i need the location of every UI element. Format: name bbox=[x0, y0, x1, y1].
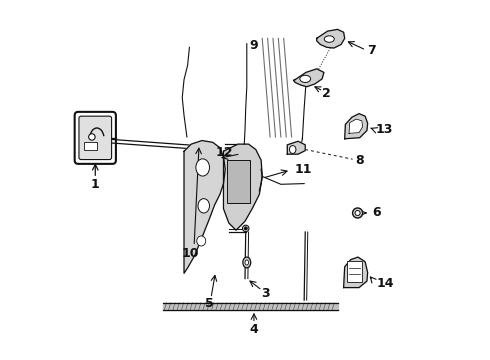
Ellipse shape bbox=[197, 236, 206, 246]
Ellipse shape bbox=[196, 159, 210, 176]
Text: 7: 7 bbox=[367, 44, 376, 57]
Text: 1: 1 bbox=[91, 178, 99, 191]
Polygon shape bbox=[287, 141, 305, 154]
Text: 6: 6 bbox=[372, 207, 381, 220]
Text: 3: 3 bbox=[262, 287, 270, 300]
Ellipse shape bbox=[353, 208, 363, 218]
Bar bbox=[227, 160, 250, 203]
Text: 4: 4 bbox=[249, 323, 258, 336]
Polygon shape bbox=[349, 119, 363, 134]
Polygon shape bbox=[184, 140, 225, 273]
Ellipse shape bbox=[89, 134, 95, 140]
Bar bbox=[84, 142, 97, 149]
Bar bbox=[347, 261, 362, 282]
Text: 5: 5 bbox=[205, 297, 214, 310]
Text: 8: 8 bbox=[355, 154, 364, 167]
Ellipse shape bbox=[300, 75, 311, 82]
FancyBboxPatch shape bbox=[79, 116, 112, 159]
Text: 9: 9 bbox=[249, 39, 258, 52]
Polygon shape bbox=[223, 144, 262, 230]
Text: 11: 11 bbox=[294, 163, 312, 176]
Ellipse shape bbox=[290, 145, 296, 153]
Polygon shape bbox=[344, 114, 368, 139]
Ellipse shape bbox=[324, 36, 334, 42]
FancyBboxPatch shape bbox=[74, 112, 116, 164]
Text: 14: 14 bbox=[377, 278, 394, 291]
Ellipse shape bbox=[198, 199, 210, 213]
Ellipse shape bbox=[243, 225, 249, 231]
Text: 13: 13 bbox=[375, 123, 393, 136]
Ellipse shape bbox=[245, 260, 248, 265]
Polygon shape bbox=[317, 30, 344, 48]
Text: 10: 10 bbox=[182, 247, 199, 260]
Ellipse shape bbox=[355, 211, 360, 216]
Polygon shape bbox=[294, 69, 324, 87]
Ellipse shape bbox=[243, 257, 251, 268]
Ellipse shape bbox=[244, 227, 247, 230]
Polygon shape bbox=[343, 257, 368, 288]
Text: 2: 2 bbox=[322, 87, 331, 100]
Text: 12: 12 bbox=[216, 146, 234, 159]
